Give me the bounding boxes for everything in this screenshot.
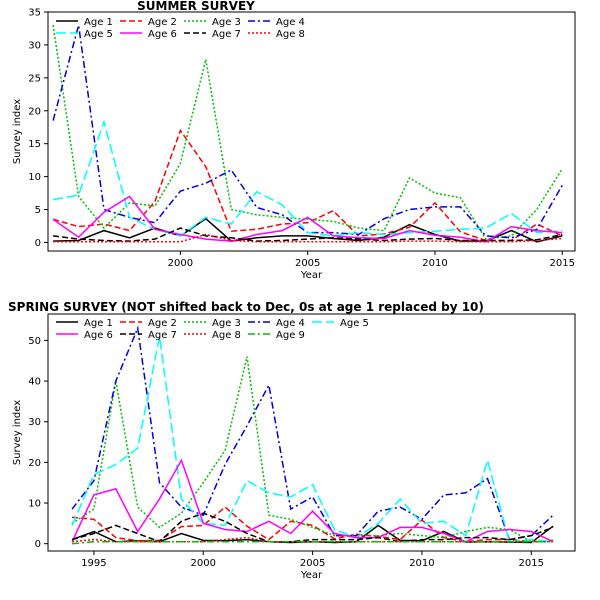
series-line-age-8: [53, 233, 563, 243]
x-tick-label: 2010: [422, 258, 447, 269]
legend: Age 1 Age 2 Age 3 Age 4 Age 5 Age 6 Age 7 Age 8…: [56, 318, 369, 341]
legend-label: Age 7: [212, 29, 241, 40]
series-line-age-2: [52, 128, 563, 242]
series-line-age-5: [52, 119, 563, 237]
chart-panel-2: SPRING SURVEY (NOT shifted back to Dec, …: [8, 300, 576, 581]
y-tick-label: 50: [28, 336, 41, 347]
y-axis-label: Survey index: [12, 99, 23, 164]
y-tick-label: 10: [28, 499, 41, 510]
x-axis-label: Year: [300, 270, 323, 281]
y-tick-label: 30: [28, 417, 41, 428]
y-tick-label: 5: [35, 205, 41, 216]
y-axis-label: Survey index: [12, 400, 23, 465]
x-tick-label: 2000: [191, 558, 216, 569]
series-lines: [52, 25, 563, 243]
series-line-age-6: [71, 458, 554, 543]
series-line-age-3: [71, 356, 554, 543]
series-line-age-9: [72, 540, 554, 545]
legend-label: Age 3: [212, 318, 241, 329]
series-line-age-7: [71, 512, 554, 543]
y-tick-label: 35: [28, 8, 41, 19]
y-tick-label: 20: [28, 106, 41, 117]
y-tick-label: 30: [28, 40, 41, 51]
series-line-age-5: [71, 336, 554, 543]
legend-label: Age 4: [276, 318, 305, 329]
legend-label: Age 2: [148, 318, 177, 329]
legend-label: Age 3: [212, 17, 241, 28]
legend: Age 1 Age 2 Age 3 Age 4 Age 5 Age 6 Age 7 Age 8: [56, 17, 305, 40]
x-tick-label: 2005: [300, 558, 325, 569]
series-lines: [71, 325, 554, 545]
y-tick-label: 0: [35, 238, 41, 249]
y-tick-label: 0: [35, 539, 41, 550]
chart-panel-1: SUMMER SURVEY 2000 2005 2010 2015 0 5 10 15 20 25 3…: [12, 0, 576, 281]
legend-label: Age 5: [84, 29, 113, 40]
legend-label: Age 1: [84, 17, 113, 28]
legend-label: Age 9: [276, 330, 305, 341]
plot-frame: [47, 11, 576, 252]
legend-label: Age 6: [84, 330, 113, 341]
series-line-age-3: [52, 25, 563, 240]
legend-label: Age 7: [148, 330, 177, 341]
legend-label: Age 5: [340, 318, 369, 329]
series-line-age-4: [52, 25, 563, 239]
chart-title: SPRING SURVEY (NOT shifted back to Dec, …: [8, 300, 484, 314]
x-tick-label: 2005: [295, 258, 320, 269]
x-axis-label: Year: [300, 570, 323, 581]
x-tick-label: 2015: [519, 558, 544, 569]
y-tick-label: 10: [28, 172, 41, 183]
y-tick-label: 25: [28, 73, 41, 84]
x-tick-label: 2000: [168, 258, 193, 269]
legend-label: Age 4: [276, 17, 305, 28]
chart-title: SUMMER SURVEY: [137, 0, 255, 13]
y-tick-label: 20: [28, 458, 41, 469]
legend-label: Age 8: [276, 29, 305, 40]
series-line-age-7: [53, 227, 563, 242]
y-tick-label: 40: [28, 377, 41, 388]
x-tick-label: 2015: [550, 258, 575, 269]
plot-frame: [47, 313, 576, 552]
legend-label: Age 8: [212, 330, 241, 341]
legend-label: Age 2: [148, 17, 177, 28]
legend-label: Age 6: [148, 29, 177, 40]
series-line-age-4: [71, 325, 554, 541]
x-tick-label: 2010: [409, 558, 434, 569]
y-tick-label: 15: [28, 139, 41, 150]
x-tick-label: 1995: [81, 558, 106, 569]
legend-label: Age 1: [84, 318, 113, 329]
